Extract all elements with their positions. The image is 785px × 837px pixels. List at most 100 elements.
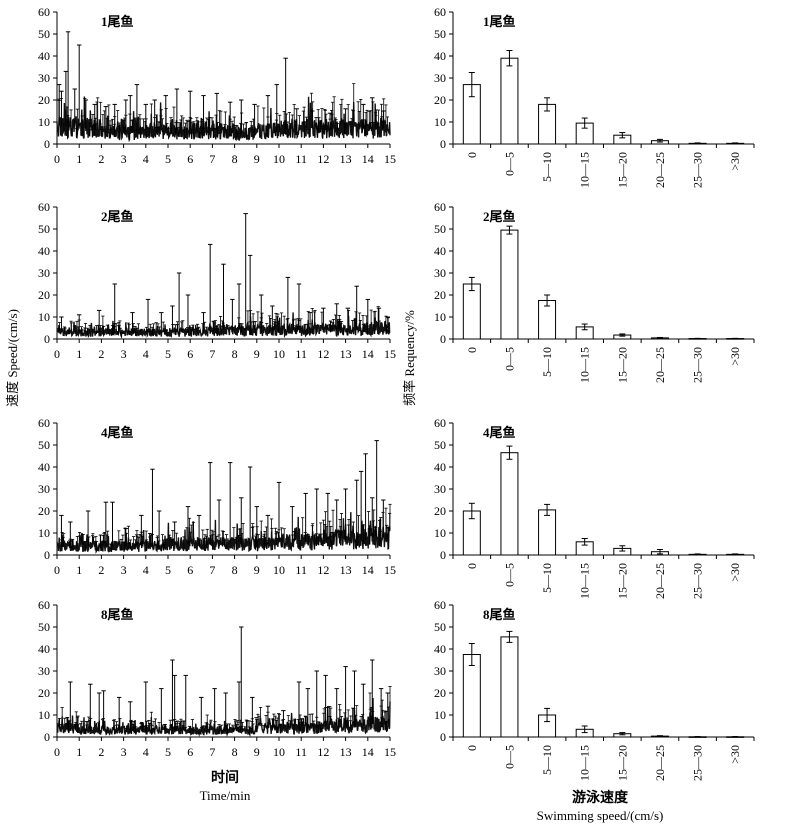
y-tick-label: 30: [38, 71, 50, 85]
x-tick-label: 12: [317, 347, 329, 361]
frequency-bar: [462, 283, 481, 340]
y-tick-label: 40: [434, 642, 446, 656]
y-tick-label: 0: [440, 332, 446, 346]
y-tick-label: 60: [38, 200, 50, 214]
x-tick-label: 10: [273, 563, 285, 577]
x-tick-label: 20—25: [653, 347, 667, 383]
y-tick-label: 30: [434, 71, 446, 85]
x-tick-label: 2: [98, 745, 104, 759]
x-tick-label: 0—5: [502, 152, 516, 176]
x-tick-label: 0: [54, 745, 60, 759]
x-tick-label: 0: [465, 152, 479, 158]
y-tick-label: 10: [434, 526, 446, 540]
x-tick-label: 5: [165, 152, 171, 166]
x-tick-label: >30: [728, 152, 742, 171]
frequency-bar: [500, 636, 519, 738]
panel-label: 8尾鱼: [101, 607, 134, 622]
y-tick-label: 30: [38, 664, 50, 678]
panel-label: 8尾鱼: [483, 607, 516, 622]
y-tick-label: 40: [434, 460, 446, 474]
speed-trace-line: [56, 697, 391, 738]
x-tick-label: 10: [273, 745, 285, 759]
x-tick-label: 11: [295, 563, 307, 577]
x-tick-label: 6: [187, 347, 193, 361]
y-tick-label: 20: [38, 504, 50, 518]
x-tick-label: 0: [54, 152, 60, 166]
y-tick-label: 60: [434, 598, 446, 612]
x-tick-label: 2: [98, 152, 104, 166]
y-tick-label: 60: [434, 5, 446, 19]
x-tick-label: 10—15: [578, 347, 592, 383]
x-tick-label: 7: [209, 563, 215, 577]
x-tick-label: 11: [295, 745, 307, 759]
y-tick-label: 0: [44, 548, 50, 562]
y-tick-label: 50: [434, 620, 446, 634]
y-tick-label: 30: [434, 482, 446, 496]
x-tick-label: >30: [728, 745, 742, 764]
x-tick-label: 25—30: [691, 347, 705, 383]
x-tick-label: 25—30: [691, 152, 705, 188]
x-tick-label: 20—25: [653, 563, 667, 599]
x-tick-label: 3: [121, 347, 127, 361]
x-tick-label: 7: [209, 347, 215, 361]
x-tick-label: 20—25: [653, 152, 667, 188]
y-tick-label: 50: [38, 438, 50, 452]
x-tick-label: 1: [76, 745, 82, 759]
x-tick-label: 9: [254, 152, 260, 166]
x-tick-label: 4: [143, 563, 149, 577]
x-tick-label: 4: [143, 347, 149, 361]
x-tick-label: 10—15: [578, 563, 592, 599]
x-tick-label: 11: [295, 347, 307, 361]
right-y-axis-title: 频率 Requency/%: [402, 310, 417, 406]
x-tick-label: 15—20: [615, 347, 629, 383]
y-tick-label: 60: [38, 598, 50, 612]
y-tick-label: 40: [434, 244, 446, 258]
x-tick-label: 12: [317, 745, 329, 759]
x-tick-label: 9: [254, 563, 260, 577]
x-tick-label: 2: [98, 563, 104, 577]
frequency-bar: [500, 229, 519, 340]
freq-panel-2: 0 10 20 30 40 50 60 2尾鱼 0 0—5 5—10 10—15 15—20 20—25 2…: [434, 200, 755, 383]
x-tick-label: 14: [362, 563, 374, 577]
x-tick-label: 8: [232, 152, 238, 166]
y-tick-label: 0: [440, 730, 446, 744]
y-tick-label: 0: [440, 137, 446, 151]
x-tick-label: 25—30: [691, 563, 705, 599]
x-tick-label: 15: [384, 563, 396, 577]
x-tick-label: 15: [384, 152, 396, 166]
x-tick-label: 14: [362, 745, 374, 759]
y-tick-label: 10: [434, 310, 446, 324]
x-tick-label: 9: [254, 347, 260, 361]
y-tick-label: 0: [44, 137, 50, 151]
y-tick-label: 10: [38, 115, 50, 129]
y-tick-label: 10: [434, 708, 446, 722]
x-tick-label: 13: [340, 563, 352, 577]
y-tick-label: 10: [38, 708, 50, 722]
y-tick-label: 60: [38, 5, 50, 19]
right-x-axis-title-en: Swimming speed/(cm/s): [537, 808, 664, 823]
x-tick-label: 1: [76, 347, 82, 361]
y-tick-label: 50: [38, 27, 50, 41]
x-tick-label: 0: [465, 563, 479, 569]
left-x-axis-title-cn: 时间: [211, 769, 239, 786]
x-tick-label: 5—10: [540, 347, 554, 377]
y-tick-label: 20: [434, 686, 446, 700]
x-tick-label: 7: [209, 745, 215, 759]
y-tick-label: 10: [38, 526, 50, 540]
frequency-bar: [538, 509, 557, 556]
y-tick-label: 50: [434, 222, 446, 236]
frequency-bar: [500, 57, 519, 145]
y-tick-label: 30: [434, 266, 446, 280]
x-tick-label: 3: [121, 563, 127, 577]
x-tick-label: 4: [143, 152, 149, 166]
y-tick-label: 40: [434, 49, 446, 63]
y-tick-label: 40: [38, 244, 50, 258]
x-tick-label: 5—10: [540, 563, 554, 593]
y-tick-label: 40: [38, 49, 50, 63]
freq-panel-3: 0 10 20 30 40 50 60 4尾鱼 0 0—5 5—10 10—15 15—20 20—25 2…: [434, 416, 755, 599]
x-tick-label: 13: [340, 152, 352, 166]
x-tick-label: 10—15: [578, 152, 592, 188]
x-tick-label: 0: [465, 347, 479, 353]
